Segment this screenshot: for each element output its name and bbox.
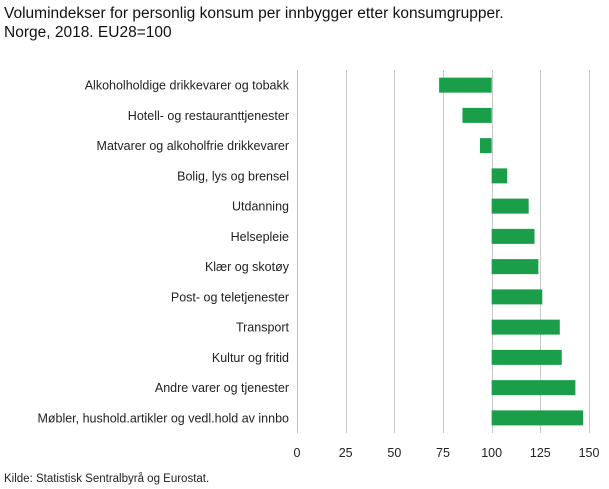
x-tick-label-100: 100 (481, 446, 502, 460)
x-tick-label-50: 50 (387, 446, 401, 460)
bar-8 (491, 289, 543, 305)
category-label-5: Utdanning (232, 200, 289, 214)
chart-title: Volumindekser for personlig konsum per i… (4, 4, 504, 42)
category-labels: Alkoholholdige drikkevarer og tobakk Hote… (37, 79, 289, 426)
category-label-12: Møbler, hushold.artikler og vedl.hold av… (37, 411, 289, 425)
bar-7 (491, 259, 539, 275)
bars (439, 77, 584, 426)
category-label-8: Post- og teletjenester (171, 290, 289, 304)
category-label-10: Kultur og fritid (212, 351, 289, 365)
x-tick-labels: 0 25 50 75 100 125 150 (294, 446, 600, 460)
bar-5 (491, 198, 529, 214)
category-label-1: Alkoholholdige drikkevarer og tobakk (85, 79, 290, 93)
bar-4 (491, 168, 508, 184)
chart-title-line-1: Volumindekser for personlig konsum per i… (4, 5, 504, 22)
x-tick-label-150: 150 (579, 446, 600, 460)
category-label-3: Matvarer og alkoholfrie drikkevarer (97, 139, 289, 153)
bar-11 (491, 380, 576, 396)
gridlines (346, 70, 590, 433)
category-label-4: Bolig, lys og brensel (177, 169, 289, 183)
bar-3 (479, 138, 492, 154)
bar-10 (491, 349, 562, 365)
bar-12 (491, 410, 584, 426)
category-label-11: Andre varer og tjenester (155, 381, 289, 395)
chart-title-line-2: Norge, 2018. EU28=100 (4, 24, 172, 41)
category-label-2: Hotell- og restauranttjenester (128, 109, 289, 123)
bar-1 (439, 77, 492, 93)
category-label-9: Transport (236, 321, 290, 335)
source-note: Kilde: Statistisk Sentralbyrå og Eurosta… (4, 473, 210, 485)
category-label-7: Klær og skotøy (205, 260, 290, 274)
x-tick-label-75: 75 (436, 446, 450, 460)
bar-9 (491, 319, 560, 335)
bar-2 (462, 107, 492, 123)
x-tick-label-0: 0 (294, 446, 301, 460)
bar-6 (491, 228, 535, 244)
bar-chart: Alkoholholdige drikkevarer og tobakk Hote… (37, 70, 600, 460)
x-tick-label-25: 25 (339, 446, 353, 460)
category-label-6: Helsepleie (231, 230, 289, 244)
x-tick-label-125: 125 (530, 446, 551, 460)
